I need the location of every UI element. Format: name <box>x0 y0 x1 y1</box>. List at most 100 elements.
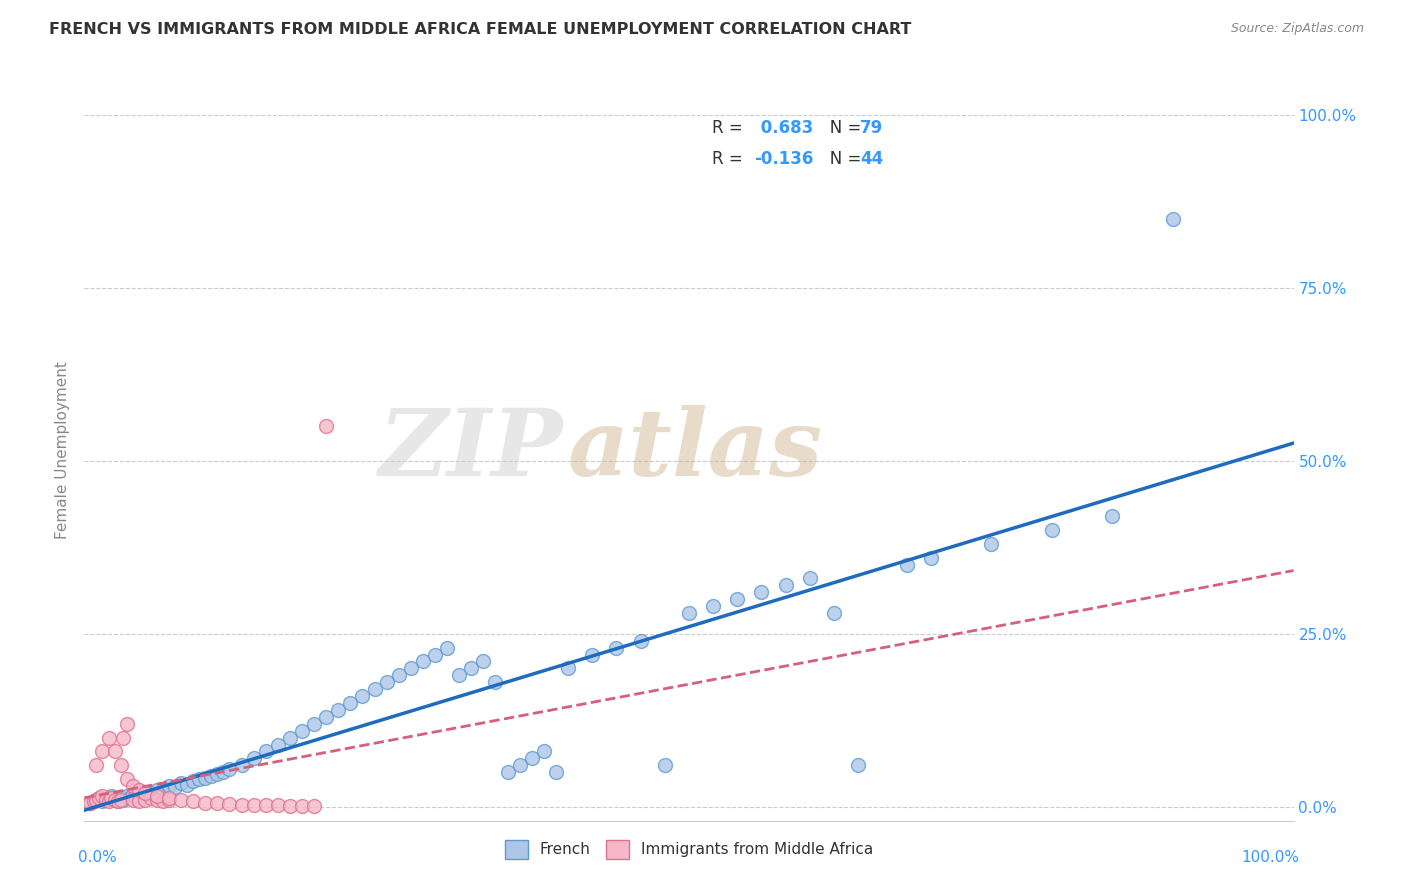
Point <box>496 765 519 780</box>
Point <box>823 606 845 620</box>
Point <box>107 794 129 808</box>
Point <box>472 655 495 669</box>
Point <box>134 793 156 807</box>
Point <box>188 772 211 786</box>
Point <box>605 640 627 655</box>
Point <box>449 668 471 682</box>
Point <box>176 778 198 792</box>
Point <box>128 782 150 797</box>
Point <box>91 794 114 808</box>
Text: FRENCH VS IMMIGRANTS FROM MIDDLE AFRICA FEMALE UNEMPLOYMENT CORRELATION CHART: FRENCH VS IMMIGRANTS FROM MIDDLE AFRICA … <box>49 22 911 37</box>
Point <box>207 797 229 811</box>
Point <box>399 661 422 675</box>
Point <box>165 780 187 795</box>
Point <box>86 758 108 772</box>
Point <box>97 731 120 745</box>
Text: N =: N = <box>814 150 866 168</box>
Point <box>484 675 506 690</box>
Point <box>79 797 101 811</box>
Text: 100.0%: 100.0% <box>1241 850 1299 865</box>
Point <box>107 794 129 808</box>
Point <box>83 794 105 808</box>
Point <box>157 779 180 793</box>
Point <box>170 775 193 789</box>
Point <box>110 758 132 772</box>
Text: Source: ZipAtlas.com: Source: ZipAtlas.com <box>1230 22 1364 36</box>
Text: 0.0%: 0.0% <box>79 850 117 865</box>
Point <box>302 716 325 731</box>
Point <box>194 771 217 785</box>
Point <box>278 731 301 745</box>
Point <box>242 751 264 765</box>
Point <box>557 661 579 675</box>
Point <box>146 793 169 807</box>
Point <box>100 791 122 805</box>
Text: 0.683: 0.683 <box>755 120 813 137</box>
Point <box>170 793 193 807</box>
Point <box>146 789 169 804</box>
Point <box>91 789 114 804</box>
Point <box>460 661 482 675</box>
Point <box>91 744 114 758</box>
Point <box>87 791 110 805</box>
Point <box>896 558 918 572</box>
Point <box>157 791 180 805</box>
Point <box>775 578 797 592</box>
Point <box>200 769 222 783</box>
Point <box>339 696 361 710</box>
Text: ZIP: ZIP <box>378 406 562 495</box>
Text: N =: N = <box>814 120 866 137</box>
Point <box>702 599 724 614</box>
Point <box>352 689 374 703</box>
Point <box>97 794 120 808</box>
Point <box>83 794 105 808</box>
Point <box>267 798 290 813</box>
Point <box>152 784 174 798</box>
Point <box>231 797 253 812</box>
Point <box>363 682 385 697</box>
Point <box>79 797 101 811</box>
Point <box>139 786 162 800</box>
Point <box>375 675 398 690</box>
Point <box>157 793 180 807</box>
Point <box>544 765 567 780</box>
Point <box>242 798 264 813</box>
Point <box>181 773 204 788</box>
Point <box>152 794 174 808</box>
Point <box>87 791 110 805</box>
Point <box>315 710 337 724</box>
Point <box>520 751 543 765</box>
Text: R =: R = <box>713 120 748 137</box>
Point <box>134 786 156 800</box>
Point <box>1101 509 1123 524</box>
Point <box>104 793 127 807</box>
Point <box>218 797 240 811</box>
Point <box>131 788 153 802</box>
Point <box>725 592 748 607</box>
Point <box>104 793 127 807</box>
Point <box>388 668 411 682</box>
Point <box>799 572 821 586</box>
Point <box>115 789 138 804</box>
Point <box>1040 523 1063 537</box>
Point <box>436 640 458 655</box>
Point <box>112 793 135 807</box>
Point <box>100 789 122 804</box>
Point <box>86 793 108 807</box>
Point <box>110 791 132 805</box>
Text: R =: R = <box>713 150 748 168</box>
Point <box>846 758 869 772</box>
Point <box>139 791 162 805</box>
Point <box>231 758 253 772</box>
Point <box>181 794 204 808</box>
Point <box>110 793 132 807</box>
Text: 44: 44 <box>860 150 883 168</box>
Point <box>212 765 235 780</box>
Point <box>94 793 117 807</box>
Point <box>412 655 434 669</box>
Point <box>121 793 143 807</box>
Point <box>124 789 146 804</box>
Point <box>291 799 314 814</box>
Point <box>423 648 446 662</box>
Point <box>980 537 1002 551</box>
